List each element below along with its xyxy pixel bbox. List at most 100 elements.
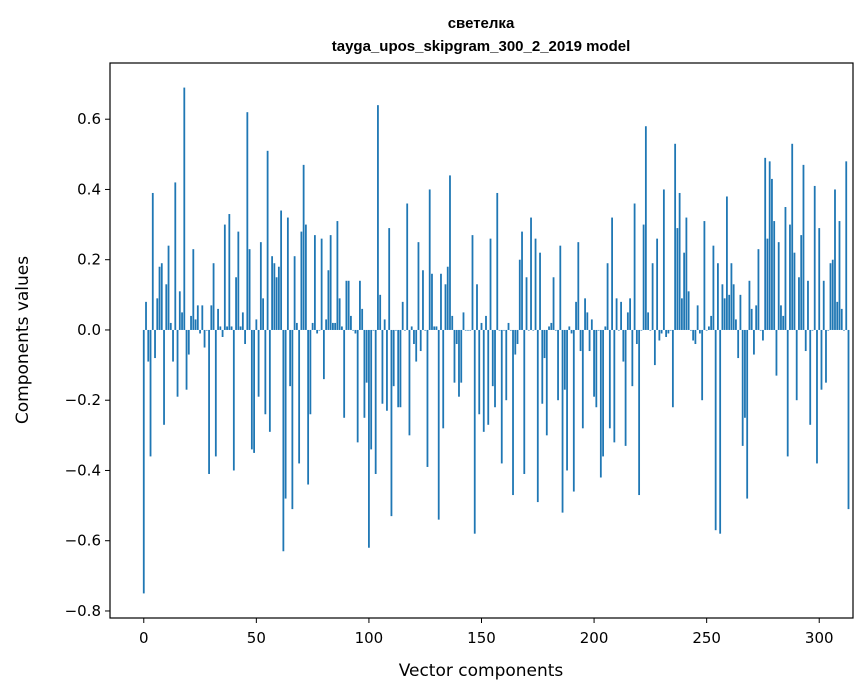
bar-94 <box>354 329 357 334</box>
bar-155 <box>491 329 494 387</box>
bar-279 <box>771 178 773 330</box>
bar-101 <box>370 329 373 450</box>
bar-190 <box>570 329 573 334</box>
bar-205 <box>604 326 607 330</box>
y-tick-label: 0.4 <box>77 180 101 198</box>
bar-273 <box>757 249 760 330</box>
bar-103 <box>374 329 377 474</box>
bar-64 <box>286 217 289 330</box>
bar-286 <box>786 329 789 457</box>
bar-46 <box>246 112 249 330</box>
bar-292 <box>800 235 803 330</box>
bar-220 <box>638 329 641 496</box>
bar-172 <box>530 217 532 330</box>
bar-148 <box>476 284 478 330</box>
bar-16 <box>178 291 181 330</box>
bar-90 <box>345 280 348 330</box>
bar-88 <box>341 326 343 330</box>
bar-310 <box>840 308 843 330</box>
bar-149 <box>478 329 481 415</box>
bar-215 <box>626 312 629 330</box>
bar-219 <box>635 329 638 345</box>
bar-200 <box>593 329 595 397</box>
bar-165 <box>514 329 517 355</box>
bar-223 <box>644 126 647 330</box>
bar-305 <box>829 263 832 330</box>
bar-304 <box>827 329 830 331</box>
bar-270 <box>750 308 753 330</box>
bar-139 <box>455 329 458 345</box>
bar-204 <box>602 329 604 457</box>
bar-23 <box>194 319 197 330</box>
bar-102 <box>372 329 375 331</box>
bar-53 <box>262 298 264 330</box>
bar-297 <box>811 329 814 331</box>
bar-55 <box>266 150 269 330</box>
bar-93 <box>352 329 355 331</box>
bar-183 <box>554 329 557 331</box>
bar-58 <box>273 263 276 330</box>
bar-67 <box>293 256 296 330</box>
bar-313 <box>847 329 850 510</box>
bar-78 <box>318 329 321 331</box>
bar-98 <box>363 329 366 418</box>
bar-168 <box>521 231 523 330</box>
bar-182 <box>552 277 555 330</box>
bar-262 <box>732 284 735 330</box>
bar-175 <box>536 329 539 503</box>
bar-119 <box>410 326 413 330</box>
bar-9 <box>163 329 165 425</box>
bar-231 <box>662 189 665 330</box>
plot-frame <box>109 62 854 619</box>
bar-227 <box>653 329 656 366</box>
bar-222 <box>642 224 645 330</box>
bar-303 <box>825 329 827 383</box>
bar-156 <box>494 329 496 408</box>
bar-244 <box>692 329 695 341</box>
x-axis-label: Vector components <box>399 661 564 681</box>
bar-257 <box>721 284 724 330</box>
bar-76 <box>313 235 316 330</box>
bar-194 <box>579 329 582 352</box>
bar-116 <box>404 329 406 331</box>
bar-260 <box>728 294 731 330</box>
bar-186 <box>561 329 564 513</box>
bar-277 <box>766 238 769 330</box>
bar-170 <box>525 277 528 330</box>
bar-39 <box>230 326 233 330</box>
bar-18 <box>183 87 186 330</box>
bar-213 <box>622 329 625 362</box>
bar-267 <box>744 329 746 418</box>
bar-217 <box>631 329 634 387</box>
bar-224 <box>647 312 650 330</box>
bar-52 <box>259 242 262 330</box>
x-tick-label: 250 <box>692 629 721 647</box>
bar-218 <box>633 203 636 330</box>
bar-216 <box>629 298 631 330</box>
bar-83 <box>329 235 332 330</box>
bar-145 <box>469 329 472 331</box>
bar-34 <box>219 326 222 330</box>
bar-30 <box>210 305 213 330</box>
bar-57 <box>271 256 274 330</box>
y-axis-label: Components values <box>13 256 33 424</box>
x-tick-label: 0 <box>139 629 149 647</box>
bar-162 <box>507 322 510 330</box>
bar-256 <box>719 329 722 534</box>
bar-242 <box>687 291 690 330</box>
bar-22 <box>192 249 195 330</box>
bar-92 <box>350 315 352 330</box>
bar-309 <box>838 221 841 330</box>
bar-143 <box>464 329 467 331</box>
bar-221 <box>640 329 643 331</box>
bar-124 <box>422 270 424 330</box>
bar-0 <box>142 329 145 594</box>
bar-75 <box>311 322 314 330</box>
bar-248 <box>701 329 704 401</box>
bar-120 <box>413 329 415 345</box>
bar-36 <box>223 224 226 330</box>
bar-14 <box>174 182 177 330</box>
bar-123 <box>419 329 422 352</box>
bar-87 <box>338 298 341 330</box>
bar-32 <box>214 329 217 457</box>
